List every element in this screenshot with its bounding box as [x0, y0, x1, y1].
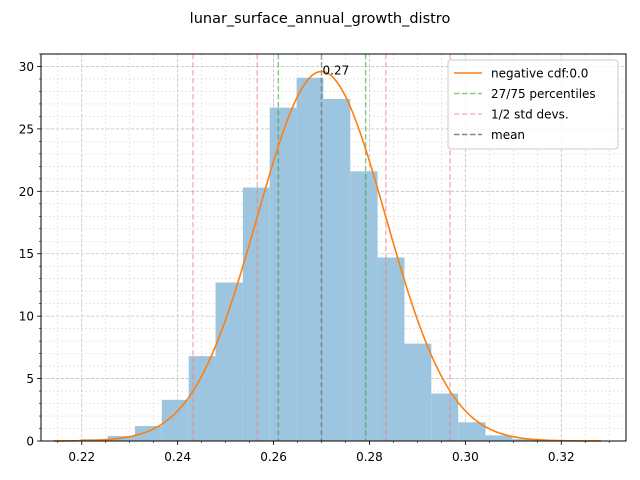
- series-line: [53, 70, 602, 442]
- histogram-bar: [404, 343, 432, 441]
- histogram-bar: [458, 422, 486, 441]
- histogram-bar: [269, 107, 297, 441]
- y-tick-label: 15: [19, 247, 34, 261]
- histogram-bar: [296, 77, 324, 441]
- histogram-bar: [134, 426, 162, 441]
- histogram-bar: [215, 282, 243, 441]
- legend-box: [447, 59, 619, 150]
- y-tick-label: 10: [19, 310, 34, 324]
- y-axis: 0 5 10 15 20 25 30: [19, 53, 41, 449]
- x-axis: 0.22 0.24 0.26 0.28 0.30 0.32: [57, 441, 610, 464]
- histogram-bar: [485, 435, 513, 441]
- histogram-bar: [431, 393, 459, 441]
- y-tick-label: 25: [19, 122, 34, 136]
- legend-label: 27/75 percentiles: [491, 87, 596, 101]
- axes-frame: [40, 53, 627, 442]
- x-tick-label: 0.22: [68, 450, 95, 464]
- y-tick-label: 30: [19, 60, 34, 74]
- x-tick-label: 0.30: [452, 450, 479, 464]
- histogram-bar: [512, 439, 540, 441]
- legend: negative cdf:0.0 27/75 percentiles 1/2 std…: [447, 59, 619, 150]
- histogram-bars: [53, 77, 593, 442]
- x-tick-label: 0.24: [164, 450, 191, 464]
- histogram-bar: [242, 187, 270, 441]
- x-tick-label: 0.28: [356, 450, 383, 464]
- x-tick-label: 0.26: [260, 450, 287, 464]
- chart-title: lunar_surface_annual_growth_distro: [189, 11, 451, 27]
- y-tick-label: 20: [19, 185, 34, 199]
- histogram-bar: [323, 98, 351, 442]
- legend-label: negative cdf:0.0: [491, 67, 588, 81]
- y-tick-label: 5: [26, 372, 34, 386]
- x-tick-label: 0.32: [548, 450, 575, 464]
- annotation-label: 0.27: [323, 63, 350, 77]
- y-tick-label: 0: [26, 435, 34, 449]
- legend-label: mean: [491, 128, 525, 142]
- histogram-bar: [377, 257, 405, 441]
- legend-label: 1/2 std devs.: [491, 108, 569, 122]
- histogram-bar: [350, 171, 378, 441]
